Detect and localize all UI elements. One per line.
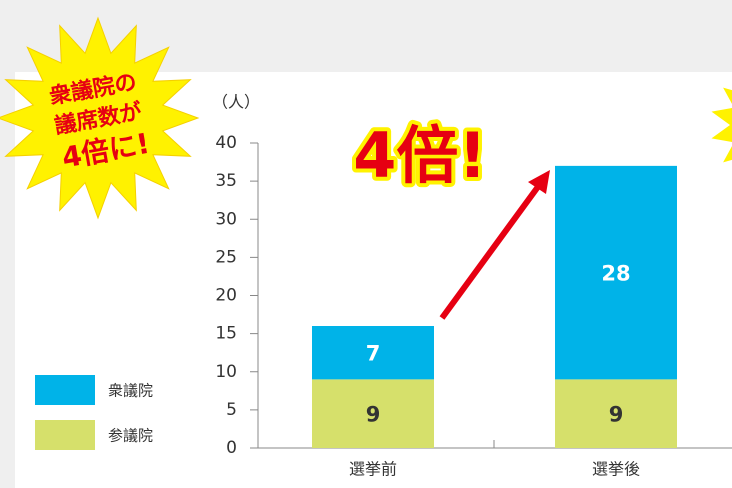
data-label: 7 [366,342,381,366]
callout: 4倍! [353,119,486,192]
chart: 衆議院の 議席数が 4倍に! 4倍! （人） 0 5 10 15 20 25 30 35 40 選… [0,0,732,488]
x-tick-label: 選挙前 [349,460,397,479]
badge: 衆議院の 議席数が 4倍に! [47,69,152,175]
legend-swatch [35,420,95,450]
data-label: 9 [609,403,624,427]
data-label: 9 [366,403,381,427]
y-tick-label: 15 [215,324,237,344]
y-tick-label: 0 [226,438,237,458]
legend-label: 衆議院 [108,382,153,400]
data-label: 28 [601,262,630,286]
y-tick-label: 10 [215,362,237,382]
x-tick-label: 選挙後 [592,460,640,479]
y-tick-label: 40 [215,133,237,153]
y-tick-label: 30 [215,209,237,229]
y-tick-label: 35 [215,171,237,191]
y-unit-label: （人） [212,93,260,112]
legend-label: 参議院 [108,427,153,445]
y-tick-label: 5 [226,400,237,420]
y-tick-label: 20 [215,286,237,306]
legend-swatch [35,375,95,405]
y-tick-label: 25 [215,247,237,267]
